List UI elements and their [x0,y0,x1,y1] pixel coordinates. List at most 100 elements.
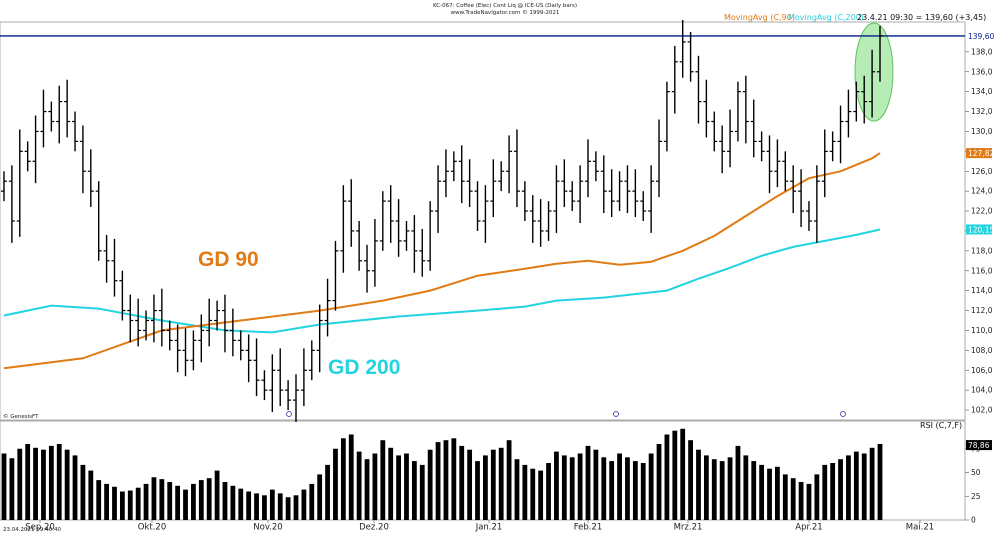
rsi-bar [648,453,654,520]
rsi-bar [262,495,267,520]
rsi-bar [719,461,725,520]
y-tick-label: 108,0 [971,346,993,355]
y-tick-label: 102,0 [971,406,993,415]
rsi-bar [222,482,228,520]
ohlc-bar [861,75,868,124]
y-tick-label: 132,0 [971,107,993,116]
x-tick-label: Mai.21 [906,523,934,533]
rsi-bar [782,474,788,520]
ohlc-bar [813,165,820,243]
rsi-bar [9,458,15,520]
ohlc-bar [750,99,757,158]
ohlc-bar [72,111,79,152]
ohlc-bar [513,129,520,208]
ohlc-bar [143,310,150,341]
ohlc-bar [103,234,110,283]
rsi-bar [56,444,62,520]
rsi-bar [269,489,275,520]
ohlc-bar [435,165,442,233]
y-tick-label: 110,0 [971,326,993,335]
price-y-axis: 102,0 104,0 106,0 108,0 110,0 112,0 114,0 116,0… [965,47,993,415]
rsi-bar [814,474,820,520]
rsi-bar [601,457,607,520]
rsi-bar [530,468,536,520]
rsi-bar [703,455,709,520]
y-tick-label: 130,0 [971,127,993,136]
ohlc-bar [632,169,639,218]
ohlc-bar [16,129,23,237]
gd200-annotation: GD 200 [328,356,400,379]
rsi-bar [356,451,362,520]
ohlc-bar [371,219,378,287]
ohlc-bar [419,228,426,277]
ohlc-bar [648,165,655,233]
ohlc-bar [427,201,434,271]
chart-subtitle: www.TradeNavigator.com © 1999-2021 [451,9,560,16]
ohlc-bar [466,159,473,208]
ohlc-bars [1,20,883,422]
ohlc-bar [214,300,221,331]
ohlc-bar [616,171,623,212]
rsi-bar [680,428,686,520]
ohlc-bar [458,145,465,204]
rsi-bar [72,455,78,520]
rsi-bar [254,493,259,520]
ohlc-bar [695,55,702,124]
ohlc-bar [135,298,142,347]
ohlc-bar [379,191,386,251]
rsi-bar [285,497,291,520]
ohlc-bar [600,155,607,214]
ohlc-bar [482,185,489,243]
rsi-bar [104,483,109,520]
ohlc-bar [758,131,765,162]
y-tick-label: 134,0 [971,87,993,96]
rsi-bar [64,449,70,520]
ohlc-bar [656,119,663,198]
rsi-bar [498,447,504,520]
ohlc-bar [845,89,852,138]
price-panel-frame [0,21,966,421]
ohlc-bar [198,314,205,363]
ohlc-bar [79,125,86,194]
rsi-bar [609,461,615,520]
x-tick-label: Nov.20 [253,523,282,533]
rsi-bar [159,479,165,520]
ohlc-bar [640,191,647,221]
ohlc-bar [293,374,299,422]
rsi-bar [25,444,31,520]
rsi-bar [277,493,283,520]
ohlc-bar [561,159,568,208]
rsi-bar [506,440,512,520]
rsi-bar [333,448,338,520]
rsi-bar [546,463,551,520]
rsi-bar [380,440,386,520]
ohlc-bar [577,165,584,223]
y-tick-label: 112,0 [971,306,993,315]
rsi-bar [593,449,599,520]
ohlc-bar [798,169,805,227]
rsi-bar [475,461,480,520]
rsi-tick-label: 25 [971,492,981,501]
rsi-bar [672,430,678,520]
gd90-annotation: GD 90 [198,248,259,271]
ohlc-bar [727,109,734,168]
y-tick-label: 124,0 [971,187,993,196]
ohlc-bar [553,165,560,233]
ohlc-bar [95,181,102,261]
y-tick-label: 138,0 [971,47,993,56]
ohlc-bar [221,294,228,353]
rsi-bar [751,461,757,520]
ohlc-bar [245,334,252,383]
rsi-bar [33,447,38,520]
ohlc-bar [229,308,236,357]
rsi-bar [830,463,836,520]
x-tick-label: Jan.21 [475,523,503,533]
rsi-bar [96,480,102,520]
rsi-bar [711,459,717,520]
rsi-bar [664,434,670,520]
rsi-bar [790,478,796,520]
ma200-tag: 120,15 [968,225,994,234]
rsi-bar [293,495,299,520]
chart-title: KC-067: Coffee (Elec) Cont Liq @ ICE-US … [433,3,577,9]
rsi-bar [569,457,575,520]
